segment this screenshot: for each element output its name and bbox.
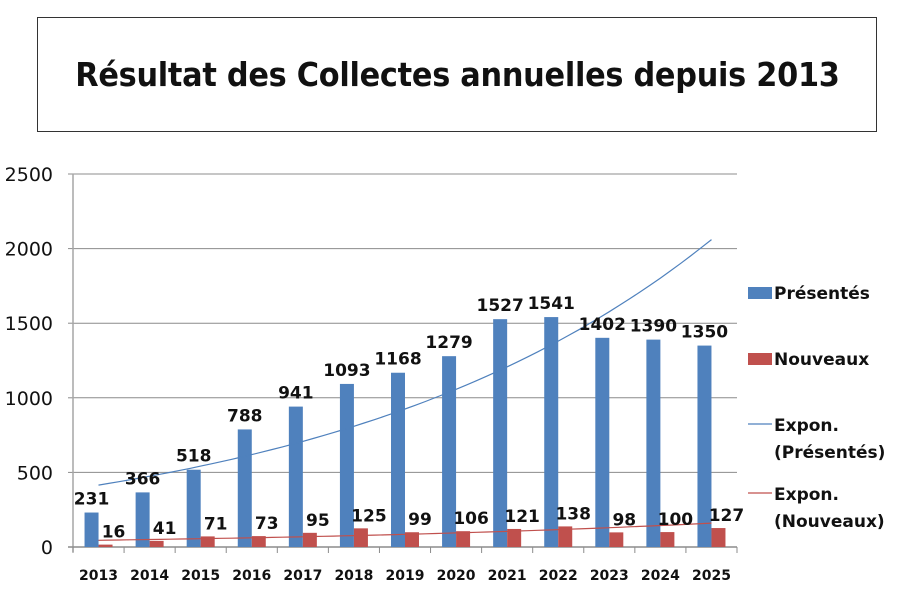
data-label-nouveaux: 100 [658,510,694,530]
data-label-presentes: 1168 [374,350,421,370]
bar-presentes [595,337,610,547]
data-label-presentes: 1402 [579,315,626,335]
data-label-nouveaux: 125 [351,506,387,526]
x-tick-label: 2018 [334,568,373,584]
data-label-nouveaux: 98 [612,510,636,530]
y-tick-label: 1000 [5,388,53,410]
bar-nouveaux [251,536,266,547]
data-label-presentes: 1279 [425,333,472,353]
data-label-nouveaux: 95 [306,511,330,531]
data-label-presentes: 1527 [476,296,523,316]
x-tick-label: 2017 [283,568,322,584]
chart-title-box: Résultat des Collectes annuelles depuis … [37,17,877,132]
bar-nouveaux [405,532,419,547]
y-tick-label: 2500 [5,164,53,186]
bar-nouveaux [711,528,726,547]
bar-presentes [442,356,457,547]
data-label-nouveaux: 138 [555,504,591,524]
bar-nouveaux [200,536,215,547]
bar-nouveaux [302,532,317,547]
legend-swatch-nouveaux [748,353,772,365]
data-label-presentes: 1093 [323,361,370,381]
data-label-presentes: 788 [227,406,263,426]
bar-presentes [84,512,99,547]
trendline-presentes [98,239,712,486]
data-label-presentes: 1541 [528,294,575,314]
data-label-nouveaux: 99 [408,510,432,530]
x-tick-label: 2021 [488,568,527,584]
bar-presentes [135,492,150,547]
bar-presentes [237,429,252,547]
bar-nouveaux [353,528,368,547]
bar-nouveaux [660,532,675,547]
bar-presentes [391,372,405,547]
data-label-nouveaux: 71 [204,514,228,534]
x-tick-label: 2013 [79,568,118,584]
data-label-nouveaux: 41 [153,519,177,539]
bar-nouveaux [456,531,471,547]
bar-nouveaux [558,526,573,547]
bar-nouveaux [149,540,164,547]
x-tick-label: 2020 [437,568,476,584]
bar-presentes [339,383,354,547]
data-label-presentes: 518 [176,447,212,467]
x-tick-label: 2022 [539,568,578,584]
x-tick-label: 2025 [692,568,731,584]
legend-swatch-presentes [748,287,772,299]
data-label-presentes: 366 [125,469,161,489]
data-label-presentes: 941 [278,384,314,404]
legend-label-expon-presentes: Expon. (Présentés) [774,416,885,463]
legend-label-nouveaux: Nouveaux [774,350,869,370]
data-label-nouveaux: 16 [102,523,126,543]
bar-nouveaux [507,528,522,547]
data-label-nouveaux: 106 [453,509,489,529]
x-tick-label: 2016 [232,568,271,584]
x-tick-label: 2024 [641,568,680,584]
x-tick-label: 2015 [181,568,220,584]
y-tick-label: 500 [17,462,53,484]
data-label-nouveaux: 73 [255,514,279,534]
trendline-nouveaux [98,522,712,541]
x-tick-label: 2014 [130,568,169,584]
chart-title: Résultat des Collectes annuelles depuis … [74,55,840,94]
y-tick-label: 2000 [5,239,53,261]
y-tick-label: 1500 [5,313,53,335]
bar-presentes [186,469,201,547]
bar-nouveaux [609,532,624,547]
legend-label-presentes: Présentés [774,284,870,304]
bar-presentes [544,317,559,547]
bar-presentes [646,339,661,547]
data-label-presentes: 1390 [630,317,677,337]
bar-presentes [697,345,712,547]
bar-nouveaux [98,544,113,547]
data-label-presentes: 231 [74,490,110,510]
data-label-nouveaux: 127 [709,506,745,526]
bar-presentes [493,319,508,547]
legend-label-expon-nouveaux: Expon. (Nouveaux) [774,485,885,532]
data-label-nouveaux: 121 [504,507,540,527]
bar-presentes [288,406,303,547]
x-tick-label: 2019 [386,568,425,584]
data-label-presentes: 1350 [681,323,728,343]
x-tick-label: 2023 [590,568,629,584]
y-tick-label: 0 [41,537,53,559]
